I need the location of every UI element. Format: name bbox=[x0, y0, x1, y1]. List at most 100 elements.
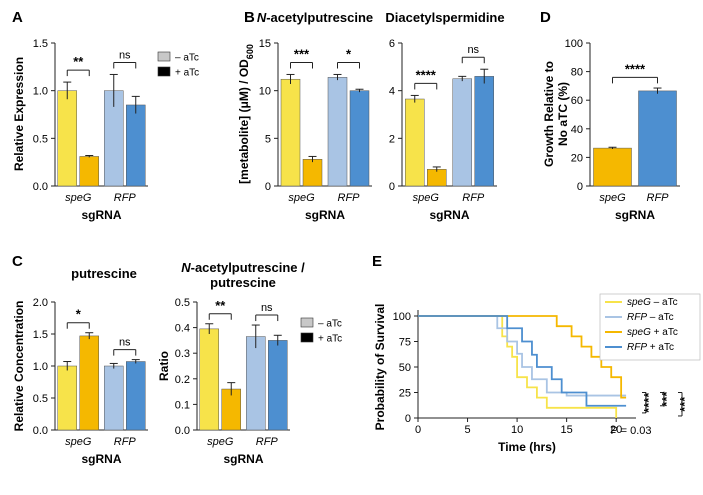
y-tick-label: 1.5 bbox=[33, 38, 48, 50]
y-axis-label: Relative Concentration bbox=[12, 301, 26, 432]
y-tick-label: 75 bbox=[399, 337, 411, 349]
y-tick-label: 0 bbox=[405, 413, 411, 425]
bar bbox=[405, 98, 425, 187]
legend-box bbox=[599, 293, 701, 361]
legend-label: + aTc bbox=[175, 68, 199, 79]
y-tick-label: 0.4 bbox=[175, 323, 190, 335]
y-tick-label: 2 bbox=[389, 133, 395, 145]
panel-letter-e: E bbox=[372, 253, 382, 270]
legend-swatch bbox=[300, 317, 314, 328]
y-axis-label: Probability of Survival bbox=[373, 304, 387, 431]
y-tick-label: 5 bbox=[265, 133, 271, 145]
panel-letter-a: A bbox=[12, 9, 23, 26]
survival-curve bbox=[418, 315, 627, 399]
significance-label: ns bbox=[119, 49, 131, 61]
y-tick-label: 0 bbox=[265, 181, 271, 193]
x-tick-label: 0 bbox=[415, 424, 421, 436]
y-tick-label: 0.0 bbox=[33, 425, 48, 437]
bar bbox=[199, 328, 219, 431]
y-tick-label: 0.2 bbox=[175, 374, 190, 386]
significance-label: **** bbox=[416, 67, 437, 82]
x-tick-label: RFP bbox=[114, 436, 137, 448]
bar bbox=[246, 336, 266, 431]
legend-swatch bbox=[157, 66, 171, 77]
y-tick-label: 25 bbox=[399, 388, 411, 400]
y-tick-label: 80 bbox=[571, 67, 583, 79]
y-tick-label: 60 bbox=[571, 95, 583, 107]
y-tick-label: 0.5 bbox=[33, 393, 48, 405]
x-axis-label: sgRNA bbox=[615, 208, 655, 222]
y-tick-label: 0 bbox=[577, 181, 583, 193]
x-tick-label: speG bbox=[65, 192, 92, 204]
bar bbox=[349, 90, 370, 187]
significance-label: ** bbox=[215, 298, 226, 313]
significance-label: * bbox=[76, 307, 82, 322]
y-tick-label: 0.0 bbox=[175, 425, 190, 437]
x-tick-label: 5 bbox=[464, 424, 470, 436]
significance-label: *** bbox=[294, 46, 310, 61]
y-tick-label: 0.0 bbox=[33, 181, 48, 193]
y-tick-label: 50 bbox=[399, 362, 411, 374]
y-tick-label: 2.0 bbox=[33, 297, 48, 309]
y-tick-label: 100 bbox=[565, 38, 583, 50]
x-axis-label: sgRNA bbox=[223, 452, 263, 466]
bar bbox=[280, 78, 301, 187]
y-tick-label: 10 bbox=[259, 86, 271, 98]
y-tick-label: 0.5 bbox=[175, 297, 190, 309]
x-tick-label: speG bbox=[288, 192, 315, 204]
legend-label: RFP + aTc bbox=[627, 342, 674, 353]
x-tick-label: 15 bbox=[561, 424, 573, 436]
significance-label: *** bbox=[677, 396, 692, 412]
survival-curve bbox=[418, 315, 627, 407]
p-value-annotation: P = 0.03 bbox=[610, 425, 651, 437]
significance-label: * bbox=[346, 46, 352, 61]
significance-label: *** bbox=[659, 391, 674, 407]
legend-swatch bbox=[157, 51, 171, 62]
y-axis-label: Ratio bbox=[157, 351, 171, 381]
significance-label: **** bbox=[625, 61, 646, 76]
bar bbox=[452, 78, 472, 187]
significance-label: ** bbox=[73, 54, 84, 69]
x-axis-label: sgRNA bbox=[305, 208, 345, 222]
x-tick-label: RFP bbox=[647, 192, 670, 204]
legend-label: – aTc bbox=[318, 319, 342, 330]
chart-title: N-acetylputrescine bbox=[257, 10, 373, 25]
x-tick-label: speG bbox=[413, 192, 440, 204]
y-tick-label: 6 bbox=[389, 38, 395, 50]
y-tick-label: 100 bbox=[393, 311, 411, 323]
panel-letter-d: D bbox=[540, 9, 551, 26]
y-tick-label: 40 bbox=[571, 124, 583, 136]
y-tick-label: 0 bbox=[389, 181, 395, 193]
y-tick-label: 20 bbox=[571, 152, 583, 164]
x-tick-label: RFP bbox=[256, 436, 279, 448]
y-tick-label: 1.5 bbox=[33, 329, 48, 341]
y-tick-label: 15 bbox=[259, 38, 271, 50]
y-tick-label: 4 bbox=[389, 86, 395, 98]
y-tick-label: 1.0 bbox=[33, 86, 48, 98]
bar bbox=[126, 361, 146, 431]
x-axis-label: sgRNA bbox=[429, 208, 469, 222]
x-tick-label: 10 bbox=[511, 424, 523, 436]
chart-title: N-acetylputrescine / bbox=[181, 260, 305, 275]
bar bbox=[104, 365, 124, 431]
x-tick-label: speG bbox=[207, 436, 234, 448]
chart-title: putrescine bbox=[71, 266, 137, 281]
x-tick-label: RFP bbox=[462, 192, 485, 204]
chart-title: Diacetylspermidine bbox=[385, 10, 504, 25]
significance-label: ns bbox=[467, 44, 479, 56]
y-tick-label: 0.5 bbox=[33, 133, 48, 145]
chart-title-line2: putrescine bbox=[210, 275, 276, 290]
legend-swatch bbox=[300, 332, 314, 343]
y-axis-label: Growth Relative toNo aTC (%) bbox=[542, 61, 570, 167]
y-tick-label: 1.0 bbox=[33, 361, 48, 373]
survival-curve bbox=[418, 315, 627, 397]
legend-label: speG – aTc bbox=[627, 297, 678, 308]
bar bbox=[474, 76, 494, 187]
legend-label: + aTc bbox=[318, 334, 342, 345]
bar bbox=[638, 90, 677, 187]
legend-label: RFP – aTc bbox=[627, 312, 674, 323]
x-tick-label: RFP bbox=[114, 192, 137, 204]
y-tick-label: 0.1 bbox=[175, 399, 190, 411]
significance-label: **** bbox=[641, 392, 656, 413]
